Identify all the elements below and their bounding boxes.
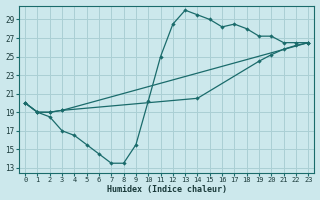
X-axis label: Humidex (Indice chaleur): Humidex (Indice chaleur) <box>107 185 227 194</box>
